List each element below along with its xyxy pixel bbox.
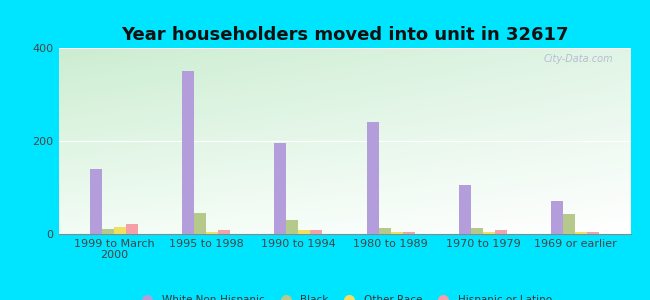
Legend: White Non-Hispanic, Black, Other Race, Hispanic or Latino: White Non-Hispanic, Black, Other Race, H… xyxy=(133,291,556,300)
Bar xyxy=(274,143,287,234)
Bar xyxy=(114,227,126,234)
Bar xyxy=(587,232,599,234)
Bar xyxy=(367,122,379,234)
Bar xyxy=(310,230,322,234)
Bar xyxy=(483,232,495,234)
Bar xyxy=(90,169,102,234)
Bar xyxy=(402,232,415,234)
Bar xyxy=(563,214,575,234)
Title: Year householders moved into unit in 32617: Year householders moved into unit in 326… xyxy=(121,26,568,44)
Bar xyxy=(495,230,507,234)
Bar xyxy=(218,230,230,234)
Bar xyxy=(575,232,587,234)
Bar xyxy=(182,71,194,234)
Bar xyxy=(551,202,563,234)
Bar xyxy=(194,213,206,234)
Bar xyxy=(126,224,138,234)
Bar xyxy=(206,232,218,234)
Bar xyxy=(391,232,402,234)
Bar xyxy=(459,185,471,234)
Bar xyxy=(298,230,310,234)
Bar xyxy=(287,220,298,234)
Bar xyxy=(471,228,483,234)
Bar xyxy=(102,229,114,234)
Bar xyxy=(379,228,391,234)
Text: City-Data.com: City-Data.com xyxy=(543,54,614,64)
